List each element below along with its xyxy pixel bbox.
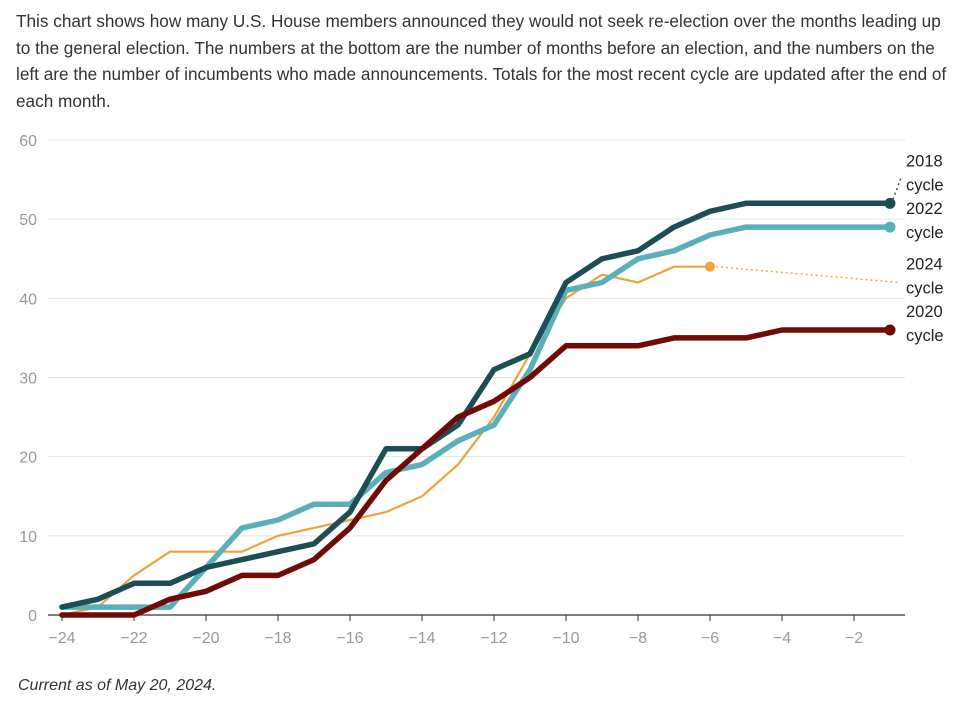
chart-description: This chart shows how many U.S. House mem… <box>16 11 947 111</box>
series-lines <box>59 197 896 618</box>
series-label-line: cycle <box>906 224 944 242</box>
series-label-line: 2020 <box>906 303 943 321</box>
x-tick-label: −12 <box>480 630 507 647</box>
x-tick-label: −16 <box>336 630 363 647</box>
x-tick-label: −22 <box>120 630 147 647</box>
y-tick-label: 10 <box>19 529 37 546</box>
y-tick-label: 40 <box>19 291 37 308</box>
y-tick-label: 60 <box>19 133 37 150</box>
series-label-line: 2018 <box>906 153 943 171</box>
x-tick-label: −20 <box>192 630 219 647</box>
series-labels: 2024 cycle 2022 cycle 2018 cycle 2020 cycle <box>715 153 944 345</box>
series-label-line: 2024 <box>906 256 943 274</box>
y-tick-label: 30 <box>19 371 37 388</box>
gridlines <box>48 139 905 616</box>
footnote: Current as of May 20, 2024. <box>18 677 217 694</box>
series-endpoint-2022 <box>884 221 896 233</box>
series-endpoint-2018 <box>884 197 896 209</box>
y-axis-ticks: 0 10 20 30 40 50 60 <box>19 133 37 625</box>
x-tick-label: −2 <box>845 630 863 647</box>
series-label-line: cycle <box>906 177 944 195</box>
series-label-line: cycle <box>906 327 944 345</box>
x-tick-label: −4 <box>773 630 791 647</box>
x-tick-label: −18 <box>264 630 291 647</box>
leader-line-2024 <box>715 265 901 284</box>
x-tick-label: −24 <box>48 630 75 647</box>
leader-line-2018 <box>892 177 902 200</box>
series-line-2024 <box>60 265 712 617</box>
y-tick-label: 50 <box>19 212 37 229</box>
series-label-2018: 2018 cycle <box>892 153 944 200</box>
series-endpoint-2024 <box>705 261 715 272</box>
series-endpoint-2020 <box>884 324 896 336</box>
series-label-2024: 2024 cycle <box>715 256 944 298</box>
x-tick-label: −14 <box>408 630 435 647</box>
x-tick-label: −8 <box>629 630 647 647</box>
y-tick-label: 0 <box>28 608 37 625</box>
x-axis-ticks: −24 −22 −20 −18 −16 −14 −12 −10 −8 −6 −4 −2 <box>48 615 863 647</box>
series-label-line: cycle <box>906 280 944 298</box>
x-tick-label: −6 <box>701 630 719 647</box>
series-line-2020 <box>59 327 893 618</box>
series-label-line: 2022 <box>906 200 943 218</box>
x-tick-label: −10 <box>552 630 579 647</box>
series-line-2018 <box>59 200 893 610</box>
y-tick-label: 20 <box>19 450 37 467</box>
series-line-2022 <box>59 224 893 610</box>
series-label-2020: 2020 cycle <box>906 303 944 345</box>
series-label-2022: 2022 cycle <box>906 200 944 242</box>
